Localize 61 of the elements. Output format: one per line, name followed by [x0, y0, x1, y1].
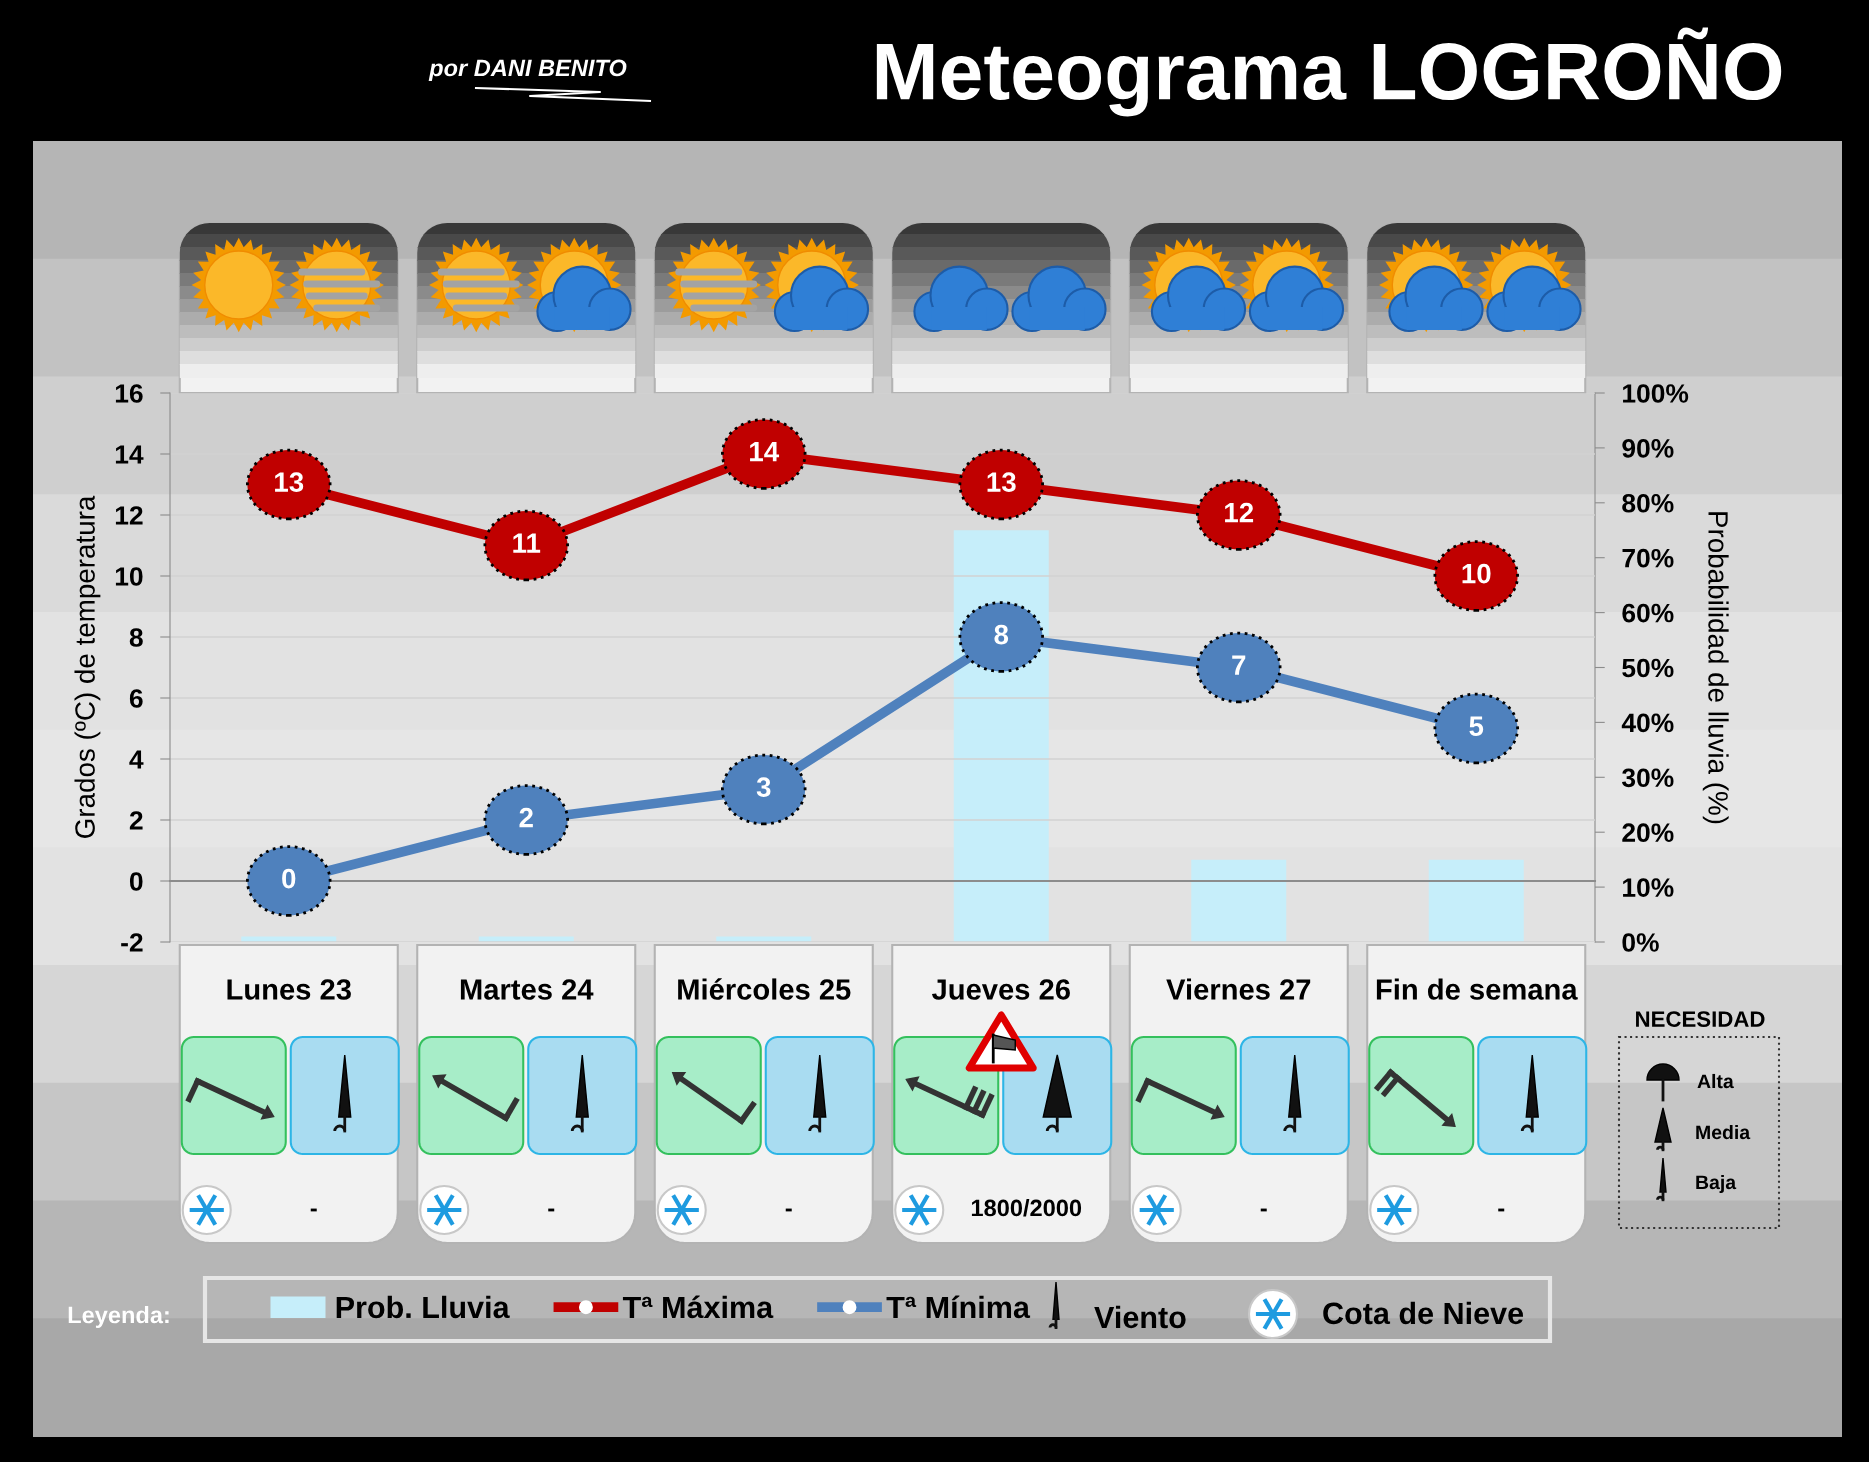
- data-label: 5: [1469, 716, 1484, 736]
- y-tick-label: 8: [129, 628, 143, 647]
- text: Cota de Nieve: [1323, 1301, 1524, 1325]
- text: -: [310, 1208, 317, 1212]
- y2-tick-label: 90%: [1622, 439, 1674, 458]
- y2-tick-label: 60%: [1622, 603, 1674, 623]
- data-label: 8: [994, 624, 1009, 645]
- y-axis-title: Grados (ºC) de temperatura: [74, 495, 101, 838]
- data-label: 13: [275, 472, 304, 492]
- chart-title: Meteograma LOGROÑO: [876, 27, 1782, 117]
- x-tick-label: Jueves 26: [931, 979, 1070, 1000]
- text: Media: [1696, 1124, 1751, 1140]
- y2-tick-label: 50%: [1622, 658, 1674, 678]
- bar: [1428, 859, 1524, 942]
- text: Alta: [1697, 1073, 1734, 1089]
- text: Baja: [1696, 1174, 1737, 1194]
- y2-tick-label: 70%: [1622, 548, 1674, 568]
- text: NECESIDAD: [1636, 1011, 1765, 1027]
- y2-tick-label: 80%: [1622, 493, 1674, 513]
- text: -: [548, 1208, 555, 1212]
- data-label: 0: [282, 868, 296, 889]
- text: -: [785, 1208, 792, 1212]
- x-tick-label: Fin de semana: [1376, 978, 1578, 1000]
- y-tick-label: 12: [115, 506, 143, 525]
- y-tick-label: 10: [115, 567, 143, 586]
- y2-tick-label: 100%: [1623, 384, 1689, 403]
- y2-tick-label: 10%: [1623, 878, 1674, 897]
- bar: [1191, 859, 1287, 942]
- y2-tick-label: 20%: [1622, 823, 1674, 843]
- data-label: 2: [519, 807, 533, 828]
- y-tick-label: 6: [129, 689, 143, 708]
- data-label: 12: [1225, 502, 1254, 523]
- text: por DANI BENITO: [428, 59, 627, 82]
- y-tick-label: 14: [115, 445, 144, 464]
- y2-tick-label: 30%: [1621, 768, 1674, 788]
- legend-label: Prob. Lluvia: [336, 1295, 510, 1319]
- text: Leyenda:: [68, 1305, 169, 1329]
- y2-axis-title: Probabilidad de lluvia (%): [1702, 512, 1729, 824]
- y-tick-label: -2: [121, 933, 143, 952]
- data-label: 13: [987, 472, 1016, 492]
- y-tick-label: 2: [129, 811, 143, 830]
- text: Viento: [1094, 1305, 1186, 1329]
- y2-tick-label: 0%: [1622, 933, 1659, 952]
- x-tick-label: Viernes 27: [1166, 978, 1311, 1000]
- y-tick-label: 16: [115, 384, 143, 403]
- text: -: [1498, 1208, 1505, 1212]
- text: -: [1260, 1208, 1267, 1212]
- data-label: 10: [1462, 563, 1491, 584]
- data-label: 7: [1232, 655, 1246, 675]
- data-label: 11: [513, 533, 541, 553]
- data-label: 3: [756, 777, 771, 797]
- x-tick-label: Lunes 23: [227, 979, 351, 1000]
- legend-label: Tª Mínima: [886, 1295, 1031, 1319]
- x-tick-label: Miércoles 25: [678, 978, 851, 1000]
- legend-label: Tª Máxima: [622, 1295, 774, 1319]
- y-tick-label: 0: [129, 872, 143, 891]
- data-label: 14: [750, 442, 780, 462]
- y-tick-label: 4: [129, 750, 144, 769]
- x-tick-label: Martes 24: [460, 979, 594, 1000]
- y2-tick-label: 40%: [1621, 713, 1674, 733]
- text: 1800/2000: [971, 1198, 1082, 1217]
